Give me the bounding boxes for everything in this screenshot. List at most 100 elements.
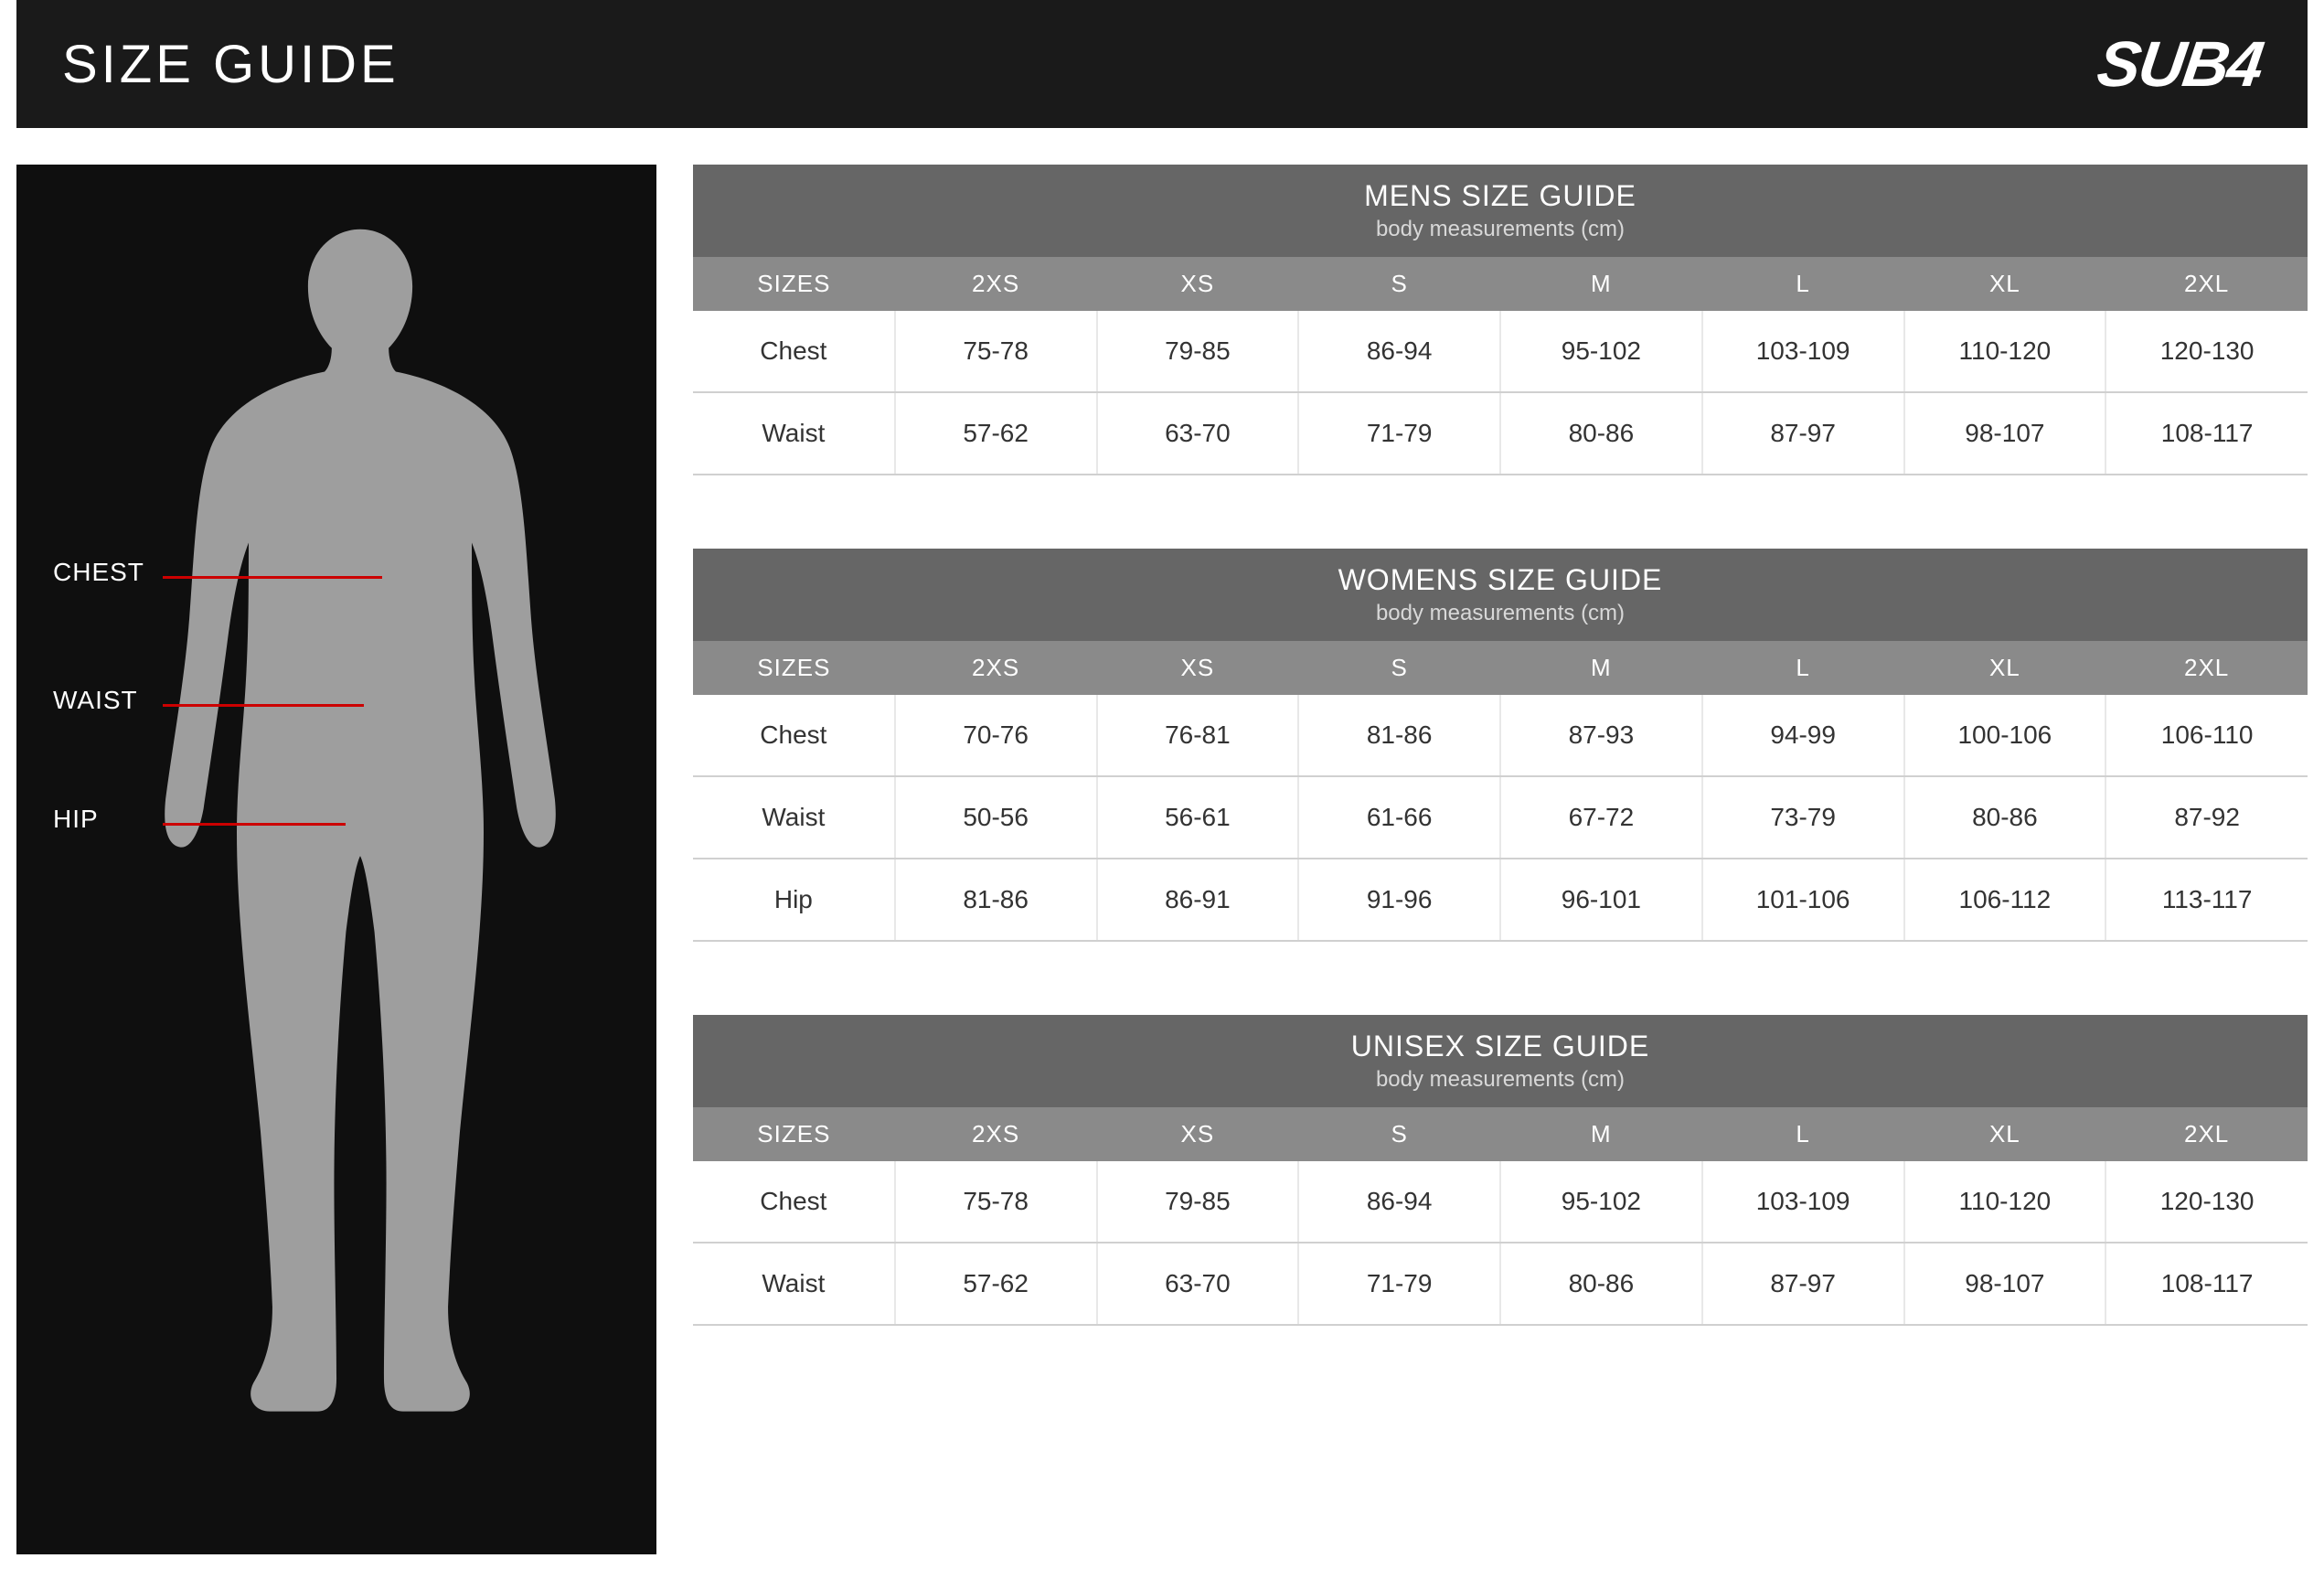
table-title: MENS SIZE GUIDE [693,165,2308,217]
table-cell: 106-110 [2105,695,2308,776]
column-header: 2XS [895,641,1097,695]
table-title: UNISEX SIZE GUIDE [693,1015,2308,1067]
table-cell: 108-117 [2105,392,2308,475]
column-header: 2XL [2105,257,2308,311]
column-header: S [1298,257,1500,311]
table-cell: 57-62 [895,1243,1097,1325]
column-header: XL [1904,1107,2106,1161]
table-cell: 61-66 [1298,776,1500,859]
column-header: 2XL [2105,641,2308,695]
column-header: SIZES [693,1107,895,1161]
page-title: SIZE GUIDE [62,34,400,95]
label-waist: WAIST [53,686,138,715]
table-cell: 120-130 [2105,1161,2308,1243]
table-cell: 95-102 [1500,1161,1702,1243]
table-cell: 103-109 [1702,311,1904,392]
table-cell: 87-97 [1702,392,1904,475]
table-cell: 98-107 [1904,392,2106,475]
table-cell: 103-109 [1702,1161,1904,1243]
table-cell: Hip [693,859,895,941]
column-header: XS [1097,257,1299,311]
table-cell: 108-117 [2105,1243,2308,1325]
table-cell: 86-94 [1298,311,1500,392]
table-cell: 87-93 [1500,695,1702,776]
table-row: Waist50-5656-6161-6667-7273-7980-8687-92 [693,776,2308,859]
column-header: L [1702,641,1904,695]
column-header: 2XS [895,257,1097,311]
table-cell: 63-70 [1097,1243,1299,1325]
table-cell: 87-97 [1702,1243,1904,1325]
table-cell: 106-112 [1904,859,2106,941]
table-cell: Chest [693,1161,895,1243]
table-row: Waist57-6263-7071-7980-8687-9798-107108-… [693,392,2308,475]
table-cell: 57-62 [895,392,1097,475]
table-cell: 86-94 [1298,1161,1500,1243]
table-cell: 76-81 [1097,695,1299,776]
table-cell: 113-117 [2105,859,2308,941]
size-table-1: WOMENS SIZE GUIDEbody measurements (cm)S… [693,549,2308,942]
table-cell: 98-107 [1904,1243,2106,1325]
table-cell: 67-72 [1500,776,1702,859]
table-cell: 80-86 [1500,1243,1702,1325]
table-cell: 95-102 [1500,311,1702,392]
column-header: M [1500,1107,1702,1161]
brand-logo: SUB4 [2094,27,2267,101]
size-table-0: MENS SIZE GUIDEbody measurements (cm)SIZ… [693,165,2308,475]
column-header: S [1298,641,1500,695]
table-cell: 75-78 [895,311,1097,392]
header-bar: SIZE GUIDE SUB4 [16,0,2308,128]
column-header: XL [1904,641,2106,695]
table-row: Waist57-6263-7071-7980-8687-9798-107108-… [693,1243,2308,1325]
line-chest [163,576,382,579]
table-cell: 63-70 [1097,392,1299,475]
column-header: XS [1097,641,1299,695]
table-cell: 81-86 [895,859,1097,941]
column-header: XS [1097,1107,1299,1161]
table-row: Chest75-7879-8586-9495-102103-109110-120… [693,1161,2308,1243]
table-cell: 110-120 [1904,1161,2106,1243]
table-cell: 71-79 [1298,1243,1500,1325]
table-cell: 86-91 [1097,859,1299,941]
column-header: 2XL [2105,1107,2308,1161]
table-cell: Chest [693,311,895,392]
column-header: SIZES [693,641,895,695]
table-row: Chest75-7879-8586-9495-102103-109110-120… [693,311,2308,392]
table-cell: Chest [693,695,895,776]
column-header: M [1500,257,1702,311]
column-header: S [1298,1107,1500,1161]
column-header: 2XS [895,1107,1097,1161]
table-subtitle: body measurements (cm) [693,217,2308,257]
table-cell: Waist [693,776,895,859]
table-cell: 70-76 [895,695,1097,776]
column-header: L [1702,1107,1904,1161]
line-hip [163,823,346,826]
body-silhouette-icon [123,210,598,1445]
table-row: Hip81-8686-9191-9696-101101-106106-11211… [693,859,2308,941]
main-content: CHEST WAIST HIP MENS SIZE GUIDEbody meas… [0,128,2324,1554]
table-cell: 120-130 [2105,311,2308,392]
table-cell: 56-61 [1097,776,1299,859]
table-cell: 79-85 [1097,311,1299,392]
table-cell: 75-78 [895,1161,1097,1243]
label-chest: CHEST [53,558,144,587]
table-cell: 81-86 [1298,695,1500,776]
table-cell: 71-79 [1298,392,1500,475]
column-header: L [1702,257,1904,311]
table-subtitle: body measurements (cm) [693,601,2308,641]
label-hip: HIP [53,805,99,834]
table-cell: 73-79 [1702,776,1904,859]
column-header: SIZES [693,257,895,311]
body-diagram-panel: CHEST WAIST HIP [16,165,656,1554]
table-cell: 96-101 [1500,859,1702,941]
table-cell: 79-85 [1097,1161,1299,1243]
table-cell: 110-120 [1904,311,2106,392]
line-waist [163,704,364,707]
table-cell: 50-56 [895,776,1097,859]
table-cell: 101-106 [1702,859,1904,941]
table-cell: Waist [693,392,895,475]
table-cell: 91-96 [1298,859,1500,941]
table-cell: 100-106 [1904,695,2106,776]
table-title: WOMENS SIZE GUIDE [693,549,2308,601]
table-cell: 94-99 [1702,695,1904,776]
tables-column: MENS SIZE GUIDEbody measurements (cm)SIZ… [693,165,2308,1554]
